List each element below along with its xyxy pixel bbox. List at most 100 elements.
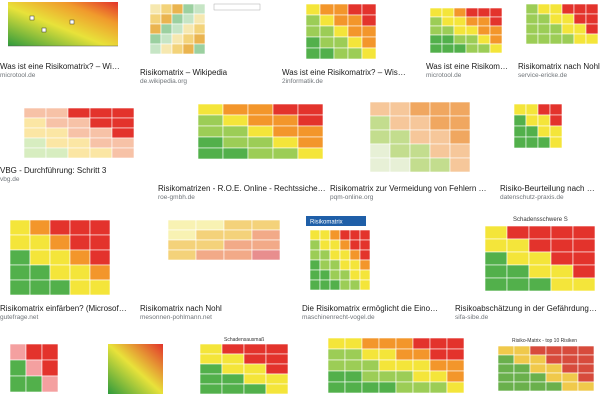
matrix-cell: [327, 370, 346, 383]
result-thumbnail[interactable]: [0, 212, 128, 300]
result-card[interactable]: Risikomatrix einfärben? (Microsoft, Exce…: [0, 212, 128, 324]
result-thumbnail[interactable]: [282, 0, 408, 66]
result-card[interactable]: [308, 334, 468, 400]
matrix-cell: [222, 147, 249, 160]
matrix-cell: [297, 147, 324, 160]
matrix-cell: [167, 239, 197, 251]
matrix-cell: [171, 3, 184, 15]
result-title[interactable]: Was ist eine Risikomatrix? – Wissen Onli…: [0, 62, 122, 71]
result-title[interactable]: Risikomatrix zur Vermeidung von Fehlern …: [330, 184, 488, 193]
matrix-cell: [111, 107, 135, 119]
result-title[interactable]: VBG - Durchführung: Schritt 3: [0, 166, 107, 175]
matrix-cell: [477, 34, 491, 45]
matrix-cell: [359, 269, 371, 281]
result-card[interactable]: Risikomatrix nach Nohl service-ericke.de: [518, 0, 600, 79]
matrix-cell: [497, 354, 515, 365]
matrix-cell: [49, 219, 71, 236]
result-card[interactable]: Risikomatrix – Wikipedia de.wikipedia.or…: [140, 0, 265, 85]
result-card[interactable]: Risikomatrix Die Risikomatrix ermöglicht…: [302, 212, 440, 324]
result-title[interactable]: Risikomatrizen - R.O.E. Online - Rechtss…: [158, 184, 328, 193]
result-title[interactable]: Risikomatrix – Wikipedia: [140, 68, 228, 77]
matrix-cell: [160, 43, 173, 55]
matrix-cell: [449, 157, 471, 173]
result-card[interactable]: VBG - Durchführung: Schritt 3 vbg.de: [0, 96, 140, 183]
mesonnen-matrix-image: [140, 212, 292, 300]
result-card[interactable]: Schadensschwere S Risikoabschätzung in d…: [455, 212, 600, 324]
matrix-cell: [221, 343, 245, 355]
result-title[interactable]: Die Risikomatrix ermöglicht die Einordnu…: [302, 304, 440, 313]
matrix-cell: [537, 114, 551, 127]
matrix-cell: [528, 251, 552, 266]
matrix-cell: [243, 383, 267, 395]
result-thumbnail[interactable]: [518, 0, 600, 60]
matrix-cell: [550, 264, 574, 279]
matrix-cell: [506, 238, 530, 253]
result-source: microtool.de: [426, 72, 462, 79]
result-title[interactable]: Risikomatrix nach Nohl: [518, 62, 600, 71]
matrix-cell: [429, 129, 451, 145]
result-card[interactable]: Risikomatrix zur Vermeidung von Fehlern …: [330, 96, 488, 206]
matrix-cell: [265, 383, 289, 395]
result-card[interactable]: Risikomatrizen - R.O.E. Online - Rechtss…: [158, 96, 328, 201]
matrix-cell: [545, 363, 563, 374]
result-title[interactable]: Risiko-Beurteilung nach DSGVO in der Pra…: [500, 184, 600, 193]
result-thumbnail[interactable]: Schadensausmaß: [190, 334, 290, 400]
matrix-cell: [441, 25, 455, 36]
result-title[interactable]: Was ist eine Risikomatrix? – Wissen komp…: [282, 68, 408, 77]
result-thumbnail[interactable]: [500, 96, 600, 182]
matrix-cell: [29, 264, 51, 281]
matrix-cell: [45, 117, 69, 129]
matrix-cell: [389, 143, 411, 159]
result-title[interactable]: Risikomatrix einfärben? (Microsoft, Exce…: [0, 304, 128, 313]
result-card[interactable]: Risiko-Beurteilung nach DSGVO in der Pra…: [500, 96, 600, 206]
matrix-cell: [573, 23, 587, 35]
result-thumbnail[interactable]: [308, 334, 468, 400]
matrix-cell: [339, 269, 351, 281]
result-thumbnail[interactable]: Risiko-Matrix - top 10 Risiken: [490, 334, 600, 400]
matrix-cell: [319, 249, 331, 261]
result-card[interactable]: Risiko-Matrix - top 10 Risiken: [490, 334, 600, 400]
result-thumbnail[interactable]: [0, 334, 170, 400]
matrix-cell: [265, 363, 289, 375]
matrix-cell: [412, 359, 431, 372]
matrix-cell: [221, 353, 245, 365]
result-thumbnail[interactable]: [140, 0, 265, 66]
matrix-cell: [429, 337, 448, 350]
matrix-cell: [453, 7, 467, 18]
result-thumbnail[interactable]: [426, 0, 508, 60]
result-thumbnail[interactable]: Schadensschwere S: [455, 212, 600, 300]
result-title[interactable]: Was ist eine Risikomatrix? ...: [426, 62, 508, 71]
matrix-cell: [160, 13, 173, 25]
result-title[interactable]: Risikoabschätzung in der Gefährdungsbeur…: [455, 304, 600, 313]
result-card[interactable]: Was ist eine Risikomatrix? – Wissen komp…: [282, 0, 408, 85]
result-card[interactable]: Risikomatrix nach Nohl mesonnen-pohlmann…: [140, 212, 292, 324]
result-thumbnail[interactable]: [140, 212, 292, 300]
matrix-cell: [361, 47, 377, 60]
result-title[interactable]: Risikomatrix nach Nohl: [140, 304, 222, 313]
matrix-cell: [272, 125, 299, 138]
result-thumbnail[interactable]: Risikomatrix: [302, 212, 440, 300]
matrix-cell: [489, 16, 503, 27]
matrix-cell: [528, 225, 552, 240]
result-card[interactable]: [0, 334, 170, 400]
result-card[interactable]: Was ist eine Risikomatrix? ... microtool…: [426, 0, 508, 79]
matrix-cell: [349, 269, 361, 281]
matrix-cell: [199, 373, 223, 385]
matrix-cell: [513, 354, 531, 365]
matrix-cell: [429, 381, 448, 394]
matrix-cell: [395, 370, 414, 383]
result-thumbnail[interactable]: [0, 0, 122, 60]
result-thumbnail[interactable]: [158, 96, 328, 162]
matrix-cell: [585, 33, 599, 45]
result-source: datenschutz-praxis.de: [500, 194, 564, 201]
result-card[interactable]: Schadensausmaß: [190, 334, 290, 400]
culture-bubble-matrix-image: Risiko-Matrix - top 10 Risiken: [490, 334, 600, 400]
result-thumbnail[interactable]: [0, 96, 140, 162]
matrix-cell: [347, 14, 363, 27]
matrix-cell: [89, 234, 111, 251]
matrix-cell: [251, 239, 281, 251]
result-thumbnail[interactable]: [330, 96, 488, 182]
result-card[interactable]: Was ist eine Risikomatrix? – Wissen Onli…: [0, 0, 122, 79]
result-source: 2informatik.de: [282, 78, 323, 85]
matrix-cell: [149, 33, 162, 45]
